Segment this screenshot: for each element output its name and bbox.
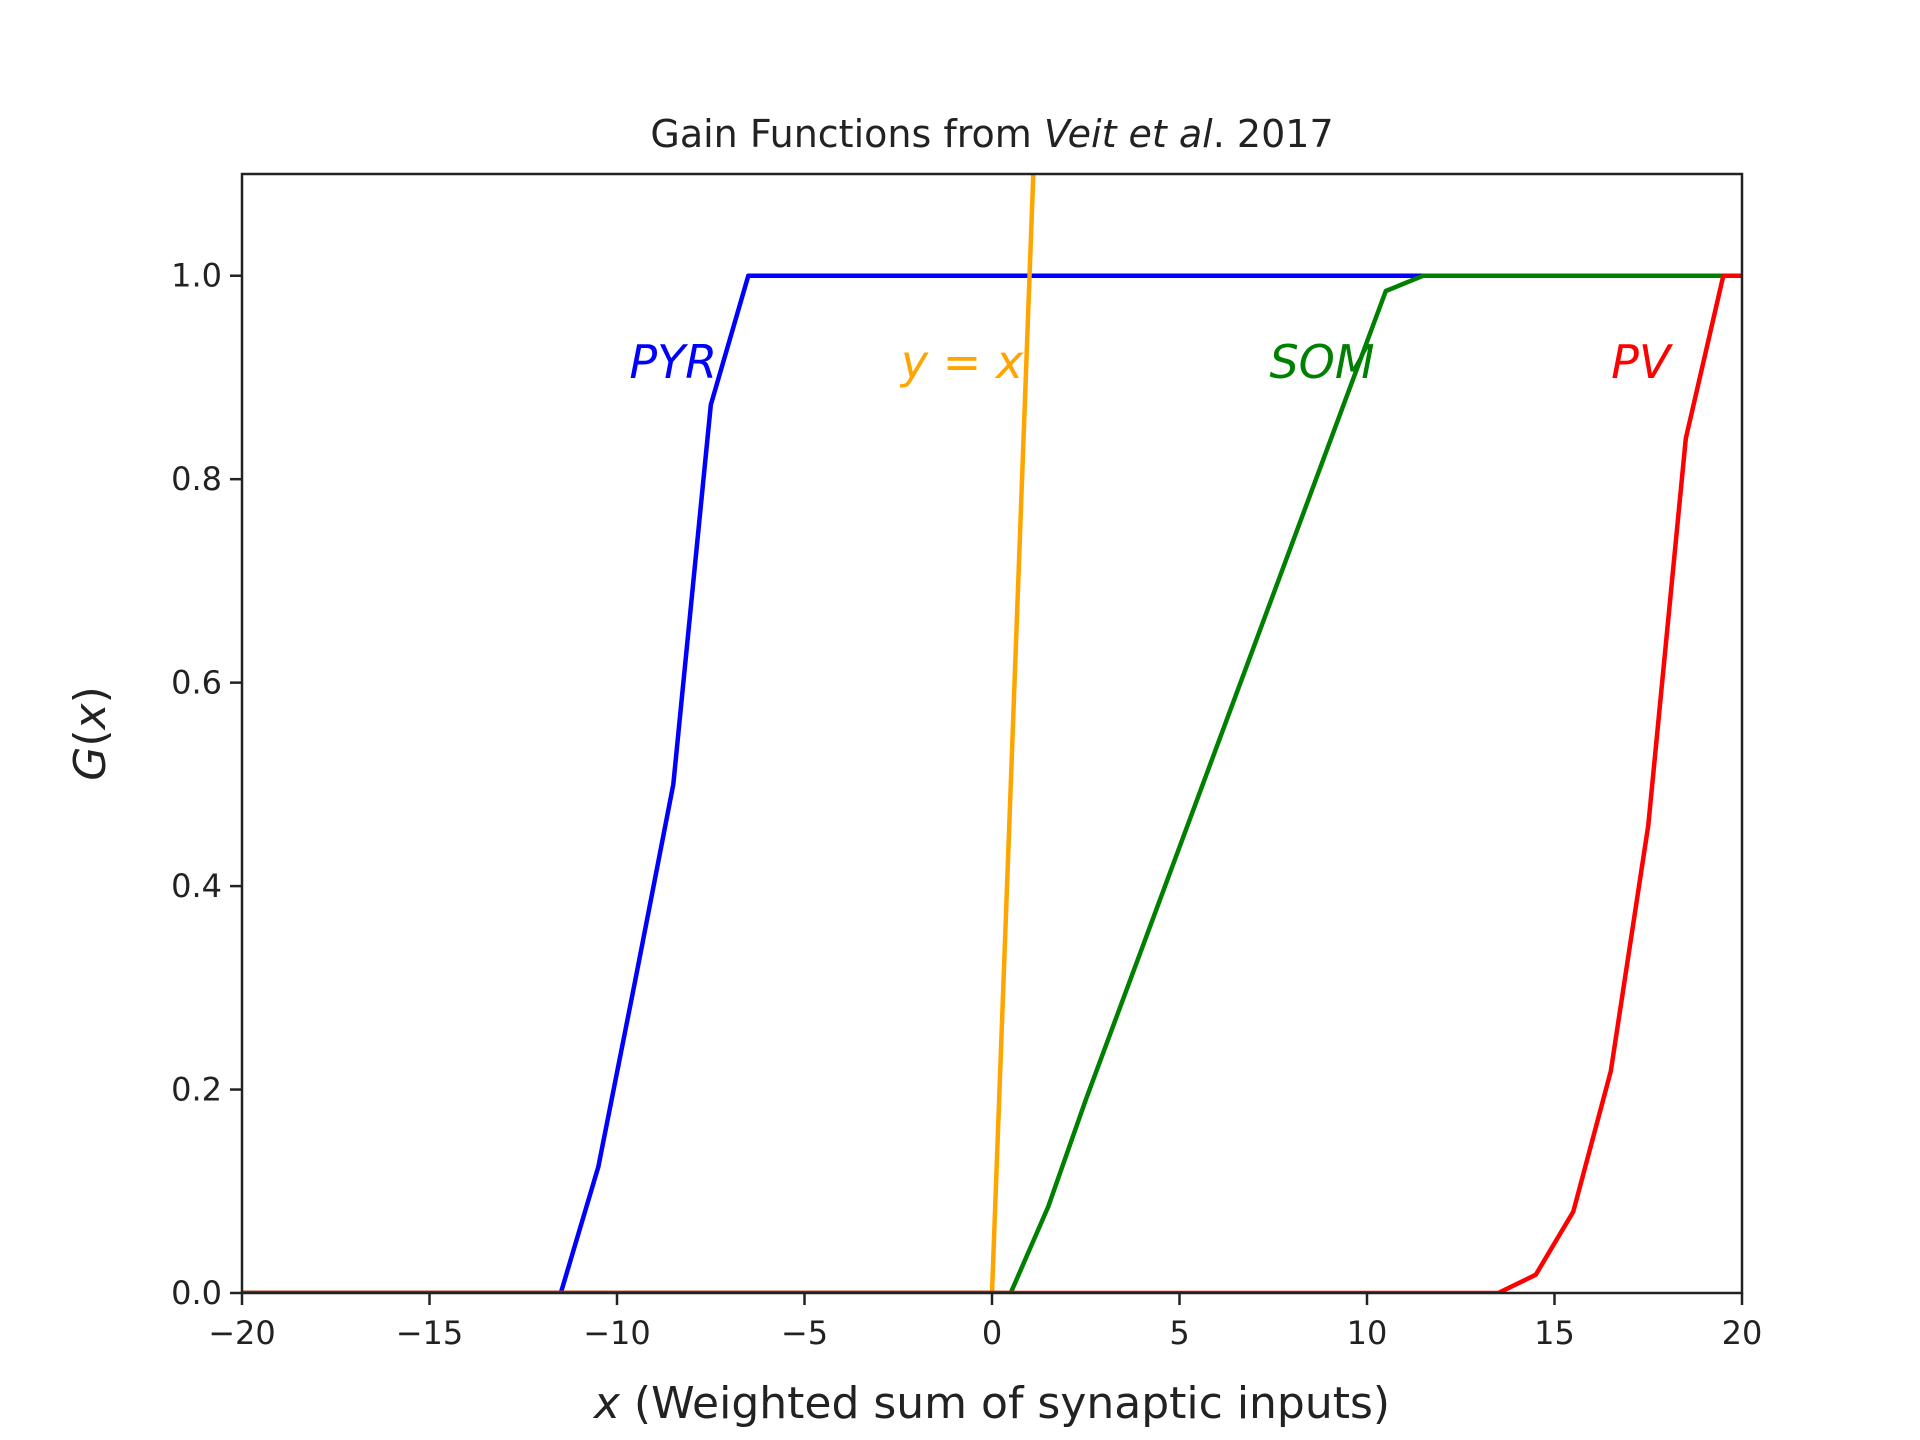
series-annotations: PYR y = x SOM PV xyxy=(629,335,1674,389)
y-axis-ticks: 0.0 0.2 0.4 0.6 0.8 1.0 xyxy=(171,257,242,1312)
y-label-func: G xyxy=(65,747,116,781)
series-line-y-x xyxy=(242,174,1036,1293)
title-prefix: Gain Functions from xyxy=(650,112,1043,156)
annotation-y-x: y = x xyxy=(899,335,1024,389)
y-tick-label: 0.0 xyxy=(171,1274,222,1312)
y-label-close: ) xyxy=(65,686,116,703)
x-tick-label: 20 xyxy=(1722,1314,1763,1352)
series-line-pv xyxy=(242,273,1742,1293)
x-tick-label: −15 xyxy=(396,1314,464,1352)
x-tick-label: −10 xyxy=(583,1314,651,1352)
annotation-pyr: PYR xyxy=(629,335,717,389)
y-label-open: ( xyxy=(65,729,116,746)
series-lines xyxy=(242,174,1742,1293)
x-tick-label: 10 xyxy=(1347,1314,1388,1352)
x-tick-label: 15 xyxy=(1534,1314,1575,1352)
annotation-pv: PV xyxy=(1611,335,1674,389)
x-label-var: x xyxy=(592,1378,621,1429)
title-italic: Veit et al xyxy=(1044,112,1213,156)
x-axis-ticks: −20 −15 −10 −5 0 5 10 15 20 xyxy=(208,1293,1762,1352)
x-tick-label: 0 xyxy=(982,1314,1002,1352)
x-tick-label: −5 xyxy=(781,1314,828,1352)
y-tick-label: 0.2 xyxy=(171,1071,222,1109)
annotation-som: SOM xyxy=(1269,335,1374,389)
x-axis-label: x (Weighted sum of synaptic inputs) xyxy=(592,1378,1390,1429)
y-tick-label: 0.8 xyxy=(171,460,222,498)
y-tick-label: 0.4 xyxy=(171,867,222,905)
chart-title: Gain Functions from Veit et al. 2017 xyxy=(650,112,1333,156)
x-label-rest: (Weighted sum of synaptic inputs) xyxy=(620,1378,1390,1429)
y-tick-label: 0.6 xyxy=(171,664,222,702)
series-line-pyr xyxy=(242,273,1742,1293)
title-suffix: . 2017 xyxy=(1213,112,1334,156)
y-label-var: x xyxy=(65,702,116,731)
y-tick-label: 1.0 xyxy=(171,257,222,295)
series-line-som xyxy=(242,273,1742,1293)
x-tick-label: −20 xyxy=(208,1314,276,1352)
y-axis-label: G(x) xyxy=(65,686,116,781)
x-tick-label: 5 xyxy=(1169,1314,1189,1352)
